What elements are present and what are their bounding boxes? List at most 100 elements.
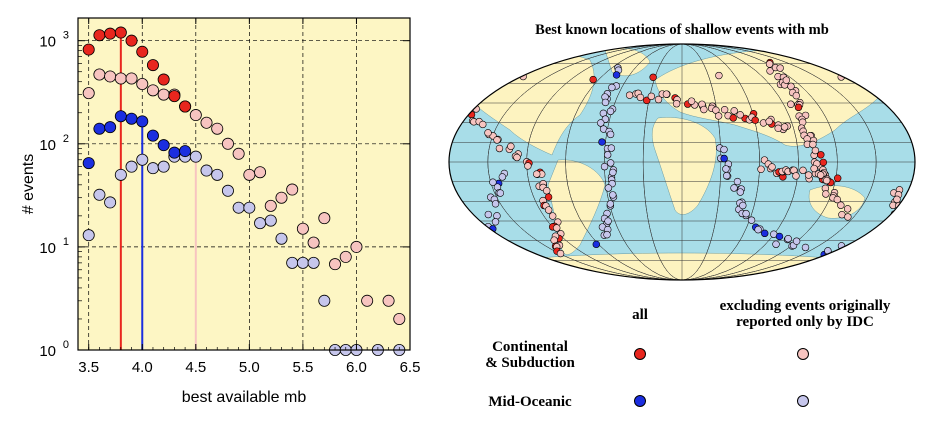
x-ticks: 3.5 4.0 4.5 5.0 5.5 6.0 6.5	[78, 18, 420, 376]
data-point	[125, 160, 138, 173]
event-dot	[600, 162, 609, 171]
data-point	[93, 68, 106, 81]
event-dot	[498, 173, 507, 181]
event-dot	[862, 247, 870, 256]
event-dot	[608, 83, 616, 92]
legend-dot-midoceanic-all	[634, 395, 646, 407]
event-dot	[892, 233, 900, 242]
event-dot	[844, 213, 852, 221]
event-dot	[714, 112, 723, 120]
data-point	[114, 110, 127, 123]
event-dot	[636, 93, 645, 102]
legend-col-excl-line1: excluding events originally	[719, 298, 891, 314]
event-dot	[544, 193, 553, 201]
event-dot	[524, 162, 532, 170]
data-point	[146, 59, 159, 72]
data-point	[125, 112, 138, 125]
event-dot	[816, 171, 825, 179]
data-point	[157, 160, 170, 173]
event-dot	[792, 91, 800, 100]
x-tick-label: 3.5	[78, 359, 99, 376]
meridian-line	[565, 44, 799, 280]
data-point	[275, 232, 288, 245]
event-dot	[822, 176, 831, 185]
data-point	[93, 29, 106, 42]
event-dot	[736, 111, 744, 119]
data-point	[136, 115, 149, 128]
event-dot	[768, 163, 776, 171]
event-dot	[761, 229, 769, 238]
event-dot	[643, 96, 651, 105]
meridian-line	[604, 44, 760, 280]
event-dot	[856, 240, 865, 248]
event-dot	[892, 214, 901, 222]
data-point	[350, 240, 363, 253]
event-dot	[722, 171, 731, 180]
event-dot	[799, 166, 807, 175]
event-dot	[729, 114, 737, 122]
y-ticks: 10 0 10 1 10 2 10 3	[39, 30, 410, 360]
legend-col-all: all	[632, 307, 648, 323]
data-point	[114, 72, 127, 85]
event-dot	[607, 144, 616, 152]
legend-dot-continental-excl	[797, 348, 809, 360]
data-point	[125, 72, 138, 85]
data-point	[93, 188, 106, 201]
y-tick-label: 10	[39, 240, 56, 257]
event-dot	[833, 195, 842, 204]
data-point	[82, 157, 95, 170]
event-dot	[493, 136, 501, 144]
legend-row-continental-line1: Continental	[492, 339, 568, 355]
event-dot	[687, 97, 696, 105]
event-dot	[484, 210, 493, 219]
event-dot	[493, 212, 501, 220]
event-dot	[833, 174, 842, 182]
event-dot	[878, 237, 886, 245]
event-dot	[604, 217, 612, 225]
event-dot	[811, 146, 820, 155]
data-point	[104, 70, 117, 83]
y-tick-exponent: 0	[63, 339, 69, 351]
event-dot	[603, 230, 611, 239]
event-dot	[720, 145, 728, 154]
event-dot	[549, 212, 557, 220]
event-dot	[495, 144, 504, 153]
data-point	[339, 250, 352, 263]
event-dot	[890, 210, 899, 218]
event-dot	[480, 232, 488, 240]
event-dot	[774, 124, 782, 133]
y-tick-exponent: 1	[63, 236, 69, 248]
data-point	[104, 196, 117, 209]
data-point	[136, 45, 149, 58]
data-point	[114, 168, 127, 181]
event-dot	[606, 130, 615, 139]
data-point	[200, 116, 213, 129]
event-dot	[775, 232, 784, 241]
event-dot	[817, 151, 825, 159]
x-tick-label: 5.0	[239, 359, 260, 376]
event-dot	[766, 67, 774, 75]
event-dot	[463, 78, 472, 86]
event-dot	[875, 75, 884, 84]
legend-row-midoceanic: Mid-Oceanic	[488, 394, 572, 410]
event-dot	[491, 200, 500, 208]
event-dot	[894, 73, 902, 82]
data-point	[254, 166, 267, 179]
event-dot	[606, 107, 615, 116]
event-dot	[891, 235, 899, 244]
x-tick-label: 6.0	[346, 359, 367, 376]
event-dot	[592, 240, 600, 249]
event-dot	[603, 151, 612, 159]
data-point	[168, 90, 181, 103]
event-dot	[484, 129, 492, 137]
data-point	[232, 201, 245, 214]
world-map: Best known locations of shallow events w…	[448, 22, 916, 281]
event-dot	[496, 189, 505, 197]
data-point	[104, 27, 117, 40]
data-point	[136, 78, 149, 91]
data-point	[221, 184, 234, 197]
event-dot	[822, 190, 830, 198]
africa	[651, 117, 717, 215]
event-dot	[553, 224, 561, 232]
data-point	[393, 312, 406, 325]
